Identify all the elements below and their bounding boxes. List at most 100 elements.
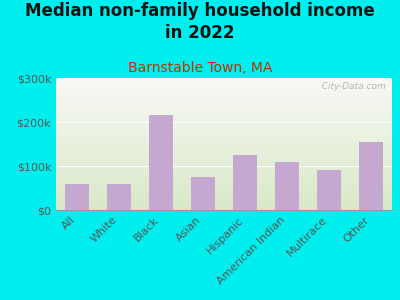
- Bar: [56, 81, 392, 82]
- Bar: [56, 160, 392, 161]
- Bar: [56, 96, 392, 97]
- Bar: [56, 169, 392, 170]
- Bar: [359, 142, 383, 210]
- Bar: [56, 135, 392, 136]
- Bar: [317, 170, 341, 210]
- Bar: [56, 114, 392, 115]
- Bar: [56, 120, 392, 121]
- Bar: [56, 84, 392, 85]
- Bar: [56, 197, 392, 198]
- Bar: [56, 115, 392, 116]
- Bar: [56, 134, 392, 135]
- Bar: [56, 187, 392, 188]
- Bar: [56, 132, 392, 133]
- Bar: [56, 163, 392, 164]
- Bar: [56, 159, 392, 160]
- Bar: [56, 136, 392, 137]
- Bar: [56, 105, 392, 106]
- Bar: [56, 154, 392, 155]
- Bar: [56, 94, 392, 95]
- Bar: [56, 90, 392, 91]
- Bar: [56, 189, 392, 190]
- Bar: [56, 162, 392, 163]
- Bar: [56, 110, 392, 111]
- Bar: [56, 85, 392, 86]
- Bar: [56, 196, 392, 197]
- Bar: [56, 109, 392, 110]
- Bar: [56, 178, 392, 179]
- Text: Barnstable Town, MA: Barnstable Town, MA: [128, 61, 272, 76]
- Bar: [56, 143, 392, 144]
- Bar: [56, 177, 392, 178]
- Bar: [56, 161, 392, 162]
- Bar: [56, 175, 392, 176]
- Bar: [56, 131, 392, 132]
- Bar: [56, 141, 392, 142]
- Bar: [56, 108, 392, 109]
- Bar: [56, 111, 392, 112]
- Bar: [56, 157, 392, 158]
- Bar: [56, 106, 392, 107]
- Bar: [56, 198, 392, 199]
- Bar: [56, 133, 392, 134]
- Bar: [56, 193, 392, 194]
- Bar: [56, 156, 392, 157]
- Bar: [56, 155, 392, 156]
- Bar: [56, 186, 392, 187]
- Bar: [56, 205, 392, 206]
- Bar: [56, 104, 392, 105]
- Bar: [56, 173, 392, 174]
- Bar: [56, 150, 392, 151]
- Bar: [56, 112, 392, 113]
- Bar: [275, 162, 299, 210]
- Bar: [56, 208, 392, 209]
- Bar: [56, 180, 392, 181]
- Bar: [56, 151, 392, 152]
- Bar: [56, 152, 392, 153]
- Bar: [56, 138, 392, 139]
- Bar: [56, 83, 392, 84]
- Bar: [56, 192, 392, 193]
- Bar: [56, 195, 392, 196]
- Bar: [56, 194, 392, 195]
- Bar: [56, 139, 392, 140]
- Bar: [56, 172, 392, 173]
- Bar: [56, 171, 392, 172]
- Bar: [56, 164, 392, 165]
- Bar: [107, 184, 131, 210]
- Bar: [56, 79, 392, 80]
- Bar: [56, 137, 392, 138]
- Bar: [56, 129, 392, 130]
- Bar: [56, 124, 392, 125]
- Bar: [56, 188, 392, 189]
- Bar: [56, 118, 392, 119]
- Bar: [56, 97, 392, 98]
- Bar: [56, 181, 392, 182]
- Bar: [233, 155, 257, 210]
- Bar: [56, 140, 392, 141]
- Bar: [56, 146, 392, 147]
- Bar: [56, 185, 392, 186]
- Bar: [56, 99, 392, 100]
- Bar: [56, 204, 392, 205]
- Bar: [56, 86, 392, 87]
- Bar: [56, 144, 392, 145]
- Bar: [56, 126, 392, 127]
- Bar: [191, 177, 215, 210]
- Bar: [56, 82, 392, 83]
- Bar: [56, 158, 392, 159]
- Bar: [56, 78, 392, 79]
- Bar: [56, 87, 392, 88]
- Bar: [56, 142, 392, 143]
- Bar: [56, 148, 392, 149]
- Bar: [56, 147, 392, 148]
- Bar: [56, 93, 392, 94]
- Bar: [56, 203, 392, 204]
- Bar: [56, 209, 392, 210]
- Bar: [56, 95, 392, 96]
- Text: City-Data.com: City-Data.com: [316, 82, 385, 91]
- Bar: [56, 207, 392, 208]
- Bar: [56, 190, 392, 191]
- Bar: [56, 113, 392, 114]
- Bar: [56, 174, 392, 175]
